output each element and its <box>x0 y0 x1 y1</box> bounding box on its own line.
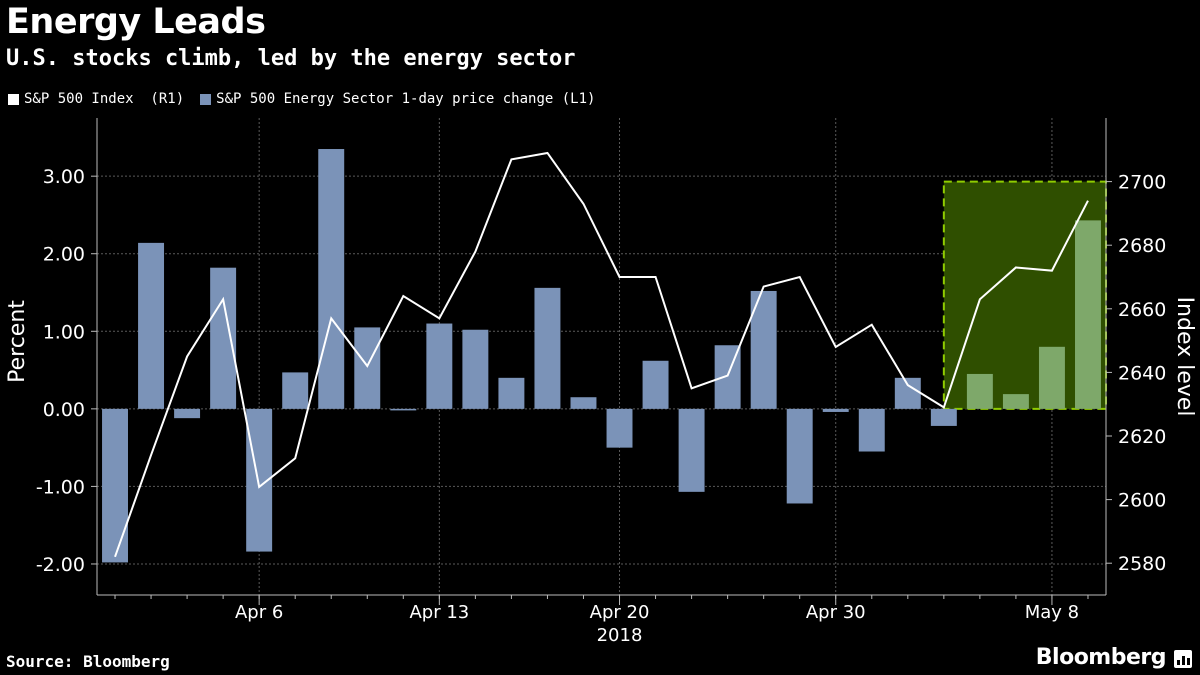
energy-bar-2018-04-17 <box>498 377 525 409</box>
chart-title: Energy Leads <box>6 2 266 42</box>
left-tick-label-5: 3.00 <box>43 166 85 188</box>
energy-bar-2018-04-23 <box>642 360 669 409</box>
axes: -2.00 -1.00 0.00 1.00 2.00 3.00 2580 2600 2620 26… <box>5 118 1197 646</box>
energy-bar-2018-04-30 <box>822 408 849 412</box>
energy-bar-2018-04-19 <box>570 397 597 409</box>
brand-logo: Bloomberg <box>1035 645 1167 670</box>
bar-chart-icon <box>1174 650 1192 668</box>
right-tick-label-1: 2600 <box>1118 490 1166 512</box>
energy-bar-2018-04-03 <box>138 242 165 409</box>
right-tick-label-0: 2580 <box>1118 553 1166 575</box>
energy-bar-2018-04-27 <box>786 408 813 504</box>
sp500-line <box>114 151 1089 558</box>
energy-bar-2018-04-13 <box>426 323 453 409</box>
chart-subtitle: U.S. stocks climb, led by the energy sec… <box>6 46 576 71</box>
energy-bar-2018-04-09 <box>282 372 309 409</box>
energy-bar-2018-05-09 <box>1075 220 1101 409</box>
x-tick-label-4: May 8 <box>1025 602 1079 623</box>
left-tick-label-0: -2.00 <box>36 554 85 576</box>
x-year-label: 2018 <box>597 625 643 646</box>
sp500-polyline <box>114 151 1089 558</box>
left-tick-label-3: 1.00 <box>43 321 85 343</box>
energy-bar-2018-04-26 <box>750 290 777 409</box>
right-tick-label-4: 2660 <box>1118 299 1166 321</box>
energy-bar-2018-04-16 <box>462 329 489 409</box>
x-tick-label-0: Apr 6 <box>235 602 283 623</box>
energy-bar-2018-05-03 <box>930 408 957 426</box>
x-tick-label-2: Apr 20 <box>590 602 650 623</box>
x-tick-label-3: Apr 30 <box>806 602 866 623</box>
legend-swatch-sp500 <box>8 93 19 105</box>
legend-swatch-energy <box>200 93 212 105</box>
legend: S&P 500 Index (R1) S&P 500 Energy Sector… <box>8 91 611 107</box>
y-right-axis-label: Index level <box>1172 297 1197 417</box>
right-tick-label-6: 2700 <box>1118 172 1166 194</box>
left-tick-label-1: -1.00 <box>36 476 85 498</box>
energy-bar-2018-04-05 <box>210 267 237 409</box>
legend-label-energy: S&P 500 Energy Sector 1-day price change… <box>216 91 596 107</box>
energy-bar-2018-04-10 <box>318 149 345 409</box>
y-left-axis-label: Percent <box>5 300 30 383</box>
energy-bar-2018-05-04 <box>966 373 993 409</box>
energy-bar-2018-05-07 <box>1002 394 1029 409</box>
right-tick-label-3: 2640 <box>1118 362 1166 384</box>
energy-bar-2018-04-02 <box>102 408 128 563</box>
source-note: Source: Bloomberg <box>6 652 170 671</box>
legend-label-sp500: S&P 500 Index (R1) <box>24 91 185 107</box>
energy-bar-2018-05-08 <box>1038 346 1065 409</box>
energy-bar-2018-05-02 <box>894 377 921 409</box>
energy-bar-2018-04-11 <box>354 327 381 409</box>
energy-bar-2018-04-04 <box>174 408 201 419</box>
energy-bar-2018-04-12 <box>390 408 417 411</box>
right-tick-label-5: 2680 <box>1118 235 1166 257</box>
legend-item-sp500: S&P 500 Index (R1) <box>8 91 184 107</box>
left-tick-label-4: 2.00 <box>43 244 85 266</box>
right-tick-label-2: 2620 <box>1118 426 1166 448</box>
energy-bar-2018-04-20 <box>606 408 633 448</box>
left-tick-label-2: 0.00 <box>43 399 85 421</box>
legend-item-energy: S&P 500 Energy Sector 1-day price change… <box>200 91 595 107</box>
energy-bar-2018-04-24 <box>678 408 705 492</box>
energy-bar-2018-05-01 <box>858 408 885 452</box>
energy-bar-2018-04-18 <box>534 287 561 409</box>
x-tick-label-1: Apr 13 <box>409 602 469 623</box>
